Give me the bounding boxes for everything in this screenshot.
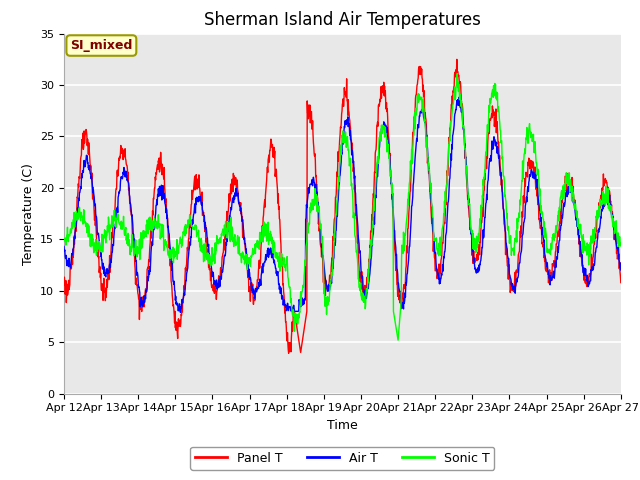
X-axis label: Time: Time [327,419,358,432]
Legend: Panel T, Air T, Sonic T: Panel T, Air T, Sonic T [191,447,494,469]
Title: Sherman Island Air Temperatures: Sherman Island Air Temperatures [204,11,481,29]
Text: SI_mixed: SI_mixed [70,39,132,52]
Y-axis label: Temperature (C): Temperature (C) [22,163,35,264]
